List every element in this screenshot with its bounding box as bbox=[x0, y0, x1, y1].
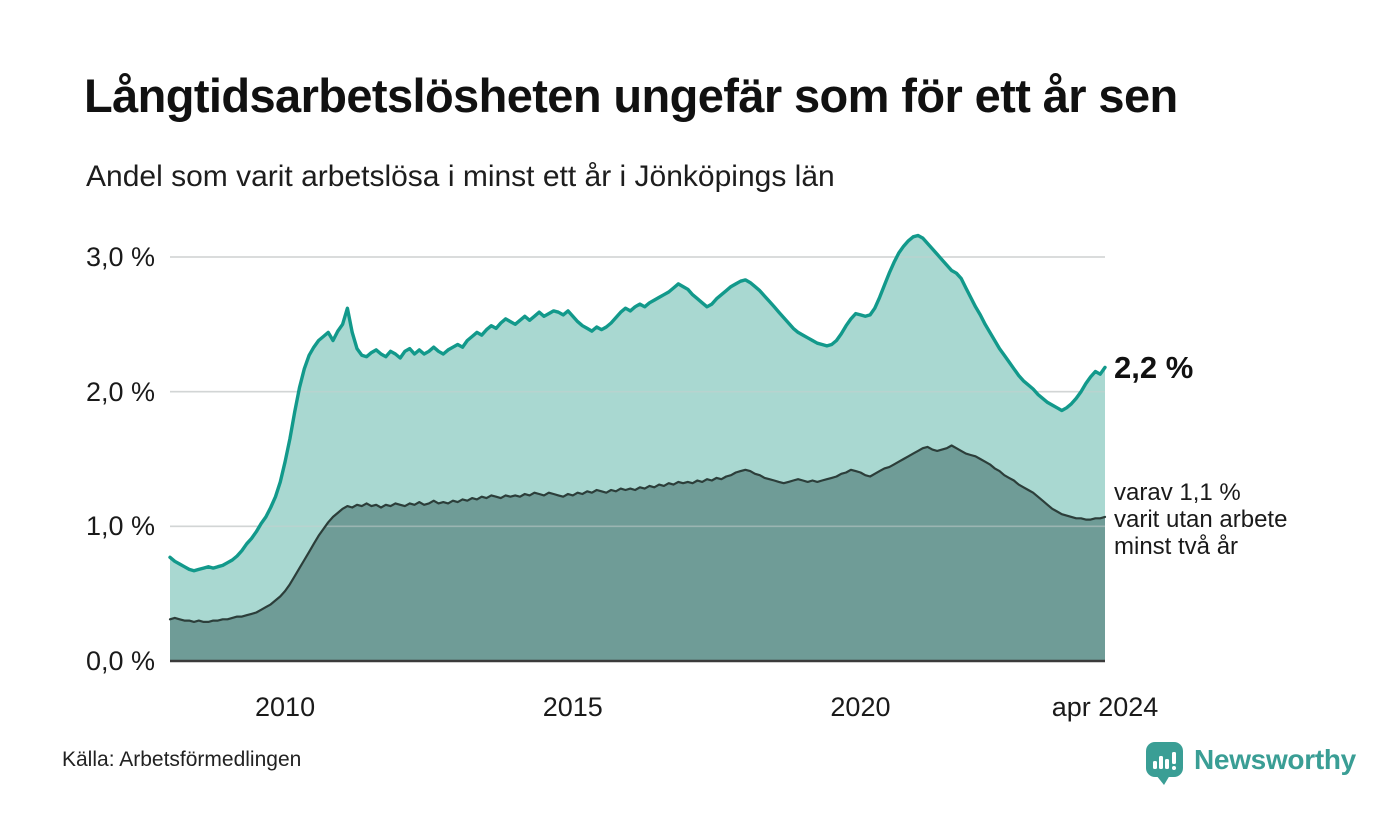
newsworthy-logo: Newsworthy bbox=[1146, 742, 1356, 785]
bar-icon bbox=[1165, 759, 1169, 769]
area-two-year-series bbox=[170, 445, 1105, 661]
y-tick-label: 0,0 % bbox=[85, 646, 155, 676]
line-total-series bbox=[168, 233, 1107, 573]
x-tick-label: 2010 bbox=[255, 692, 316, 722]
line-two-year-series bbox=[168, 444, 1107, 623]
newsworthy-wordmark: Newsworthy bbox=[1194, 744, 1356, 775]
x-tick-label: 2020 bbox=[830, 692, 891, 722]
chart-subtitle: Andel som varit arbetslösa i minst ett å… bbox=[86, 160, 835, 193]
source-note: Källa: Arbetsförmedlingen bbox=[62, 748, 302, 771]
page-title: Långtidsarbetslösheten ungefär som för e… bbox=[84, 69, 1178, 122]
end-label-two-year: varav 1,1 % varit utan arbete minst två … bbox=[1114, 479, 1344, 560]
bar-icon bbox=[1153, 761, 1157, 769]
y-tick-label: 1,0 % bbox=[85, 511, 155, 542]
end-label-total: 2,2 % bbox=[1114, 350, 1194, 385]
newsworthy-barchart-pin-icon bbox=[1146, 742, 1183, 785]
exclamation-dot-icon bbox=[1172, 766, 1176, 770]
exclamation-icon bbox=[1172, 752, 1176, 764]
end-label-two-year-line2: varit utan arbete bbox=[1114, 506, 1288, 533]
end-label-two-year-line3: minst två år bbox=[1114, 533, 1239, 560]
y-tick-label: 2,0 % bbox=[85, 376, 155, 407]
bar-icon bbox=[1159, 756, 1163, 769]
x-tick-label: 2015 bbox=[542, 692, 603, 722]
x-tick-label: apr 2024 bbox=[1051, 692, 1159, 722]
end-label-two-year-line1: varav 1,1 % bbox=[1114, 479, 1241, 506]
y-tick-label: 3,0 % bbox=[85, 242, 155, 272]
